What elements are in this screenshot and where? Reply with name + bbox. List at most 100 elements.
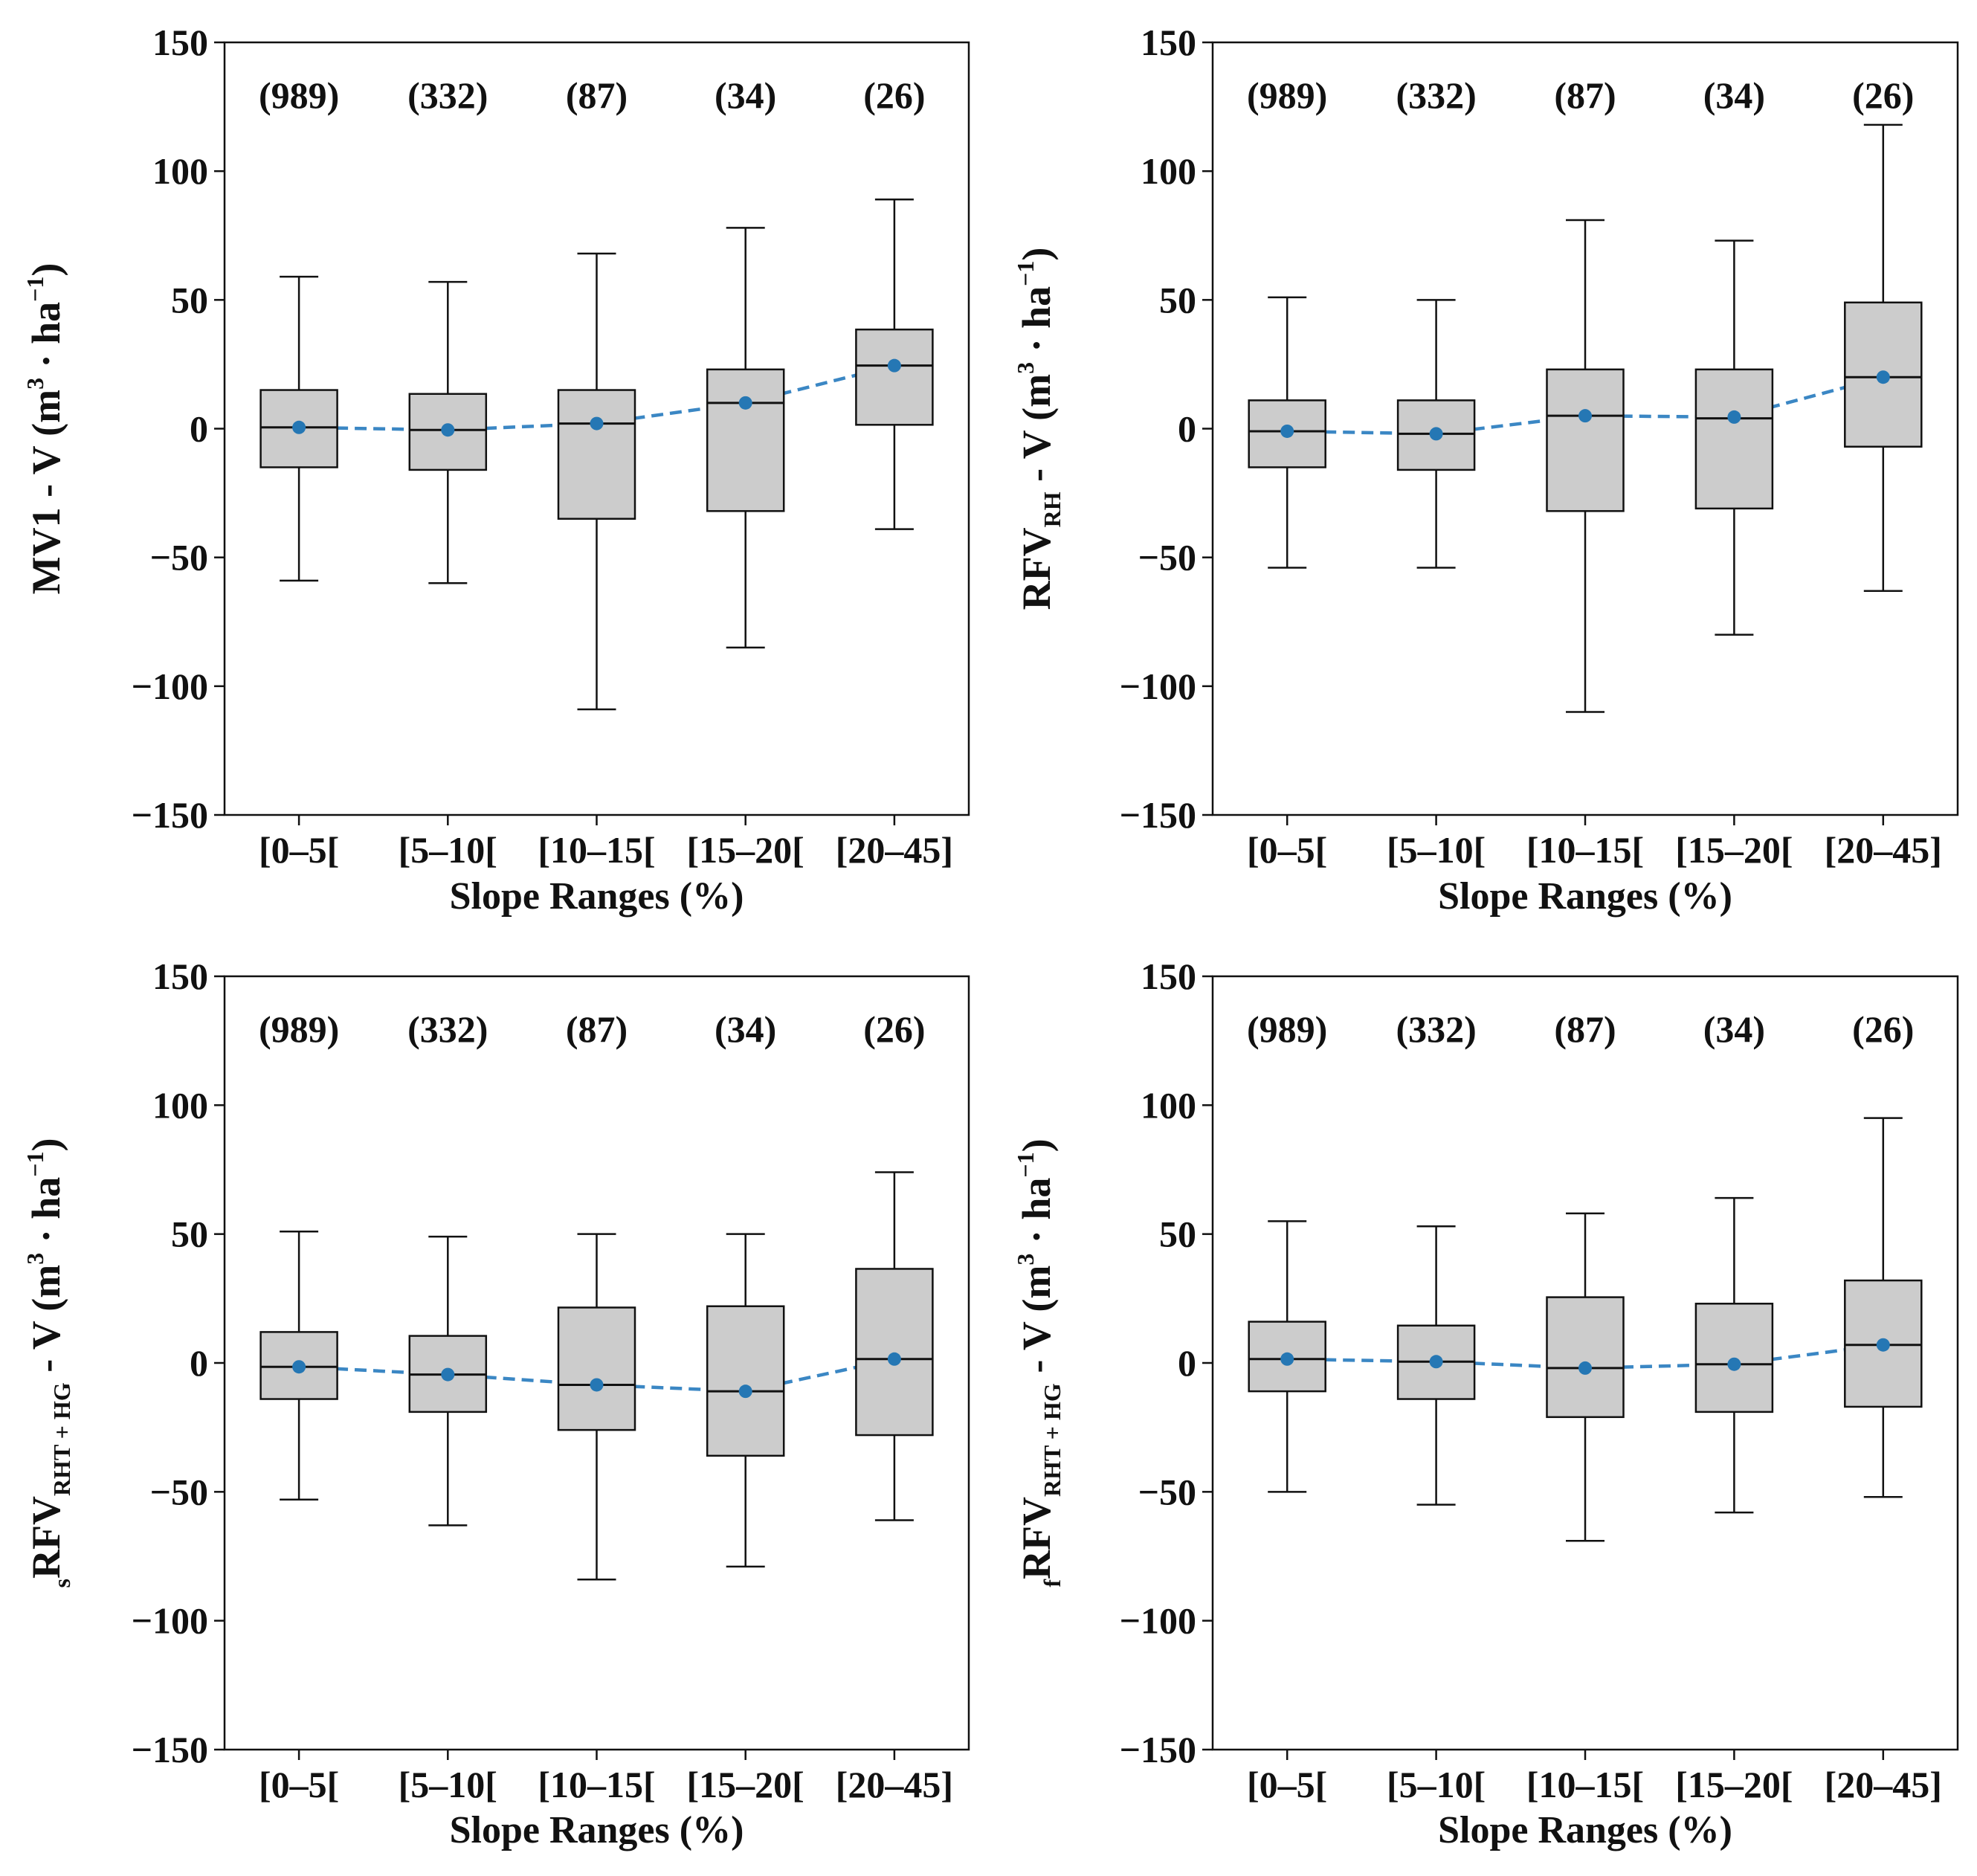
count-label: (332) <box>407 74 488 116</box>
y-label-unit-ha: · ha <box>24 1177 68 1253</box>
y-tick-label: −100 <box>132 1600 209 1642</box>
iqr-box <box>557 389 636 520</box>
count-label: (87) <box>566 74 628 116</box>
box-4 <box>1694 1196 1774 1514</box>
count-label: (332) <box>1396 1008 1476 1050</box>
y-tick-label: 0 <box>190 1342 208 1384</box>
y-tick-label: −50 <box>1138 537 1197 578</box>
count-label: (989) <box>1247 74 1327 116</box>
y-label-unit-ha: · ha <box>24 302 68 378</box>
box-5 <box>855 1171 934 1521</box>
x-tick-label: [0–5[ <box>1247 829 1327 871</box>
count-label: (989) <box>259 74 339 116</box>
box-5 <box>1844 1117 1923 1498</box>
y-tick-label: −150 <box>132 1729 209 1770</box>
y-label-prefix: s <box>48 1579 75 1587</box>
y-tick-label: −100 <box>132 665 209 707</box>
y-tick-label: 150 <box>152 22 208 63</box>
mean-marker <box>1429 427 1443 441</box>
box-2 <box>408 1235 488 1527</box>
box-4 <box>706 1233 785 1568</box>
y-axis-label: RFVRH - V (m3 · ha−1) <box>1012 248 1065 610</box>
iqr-box <box>706 1305 785 1457</box>
mean-marker <box>1280 424 1294 438</box>
x-tick-label: [20–45] <box>836 1764 953 1805</box>
y-label-sup-neg1: −1 <box>1012 261 1039 286</box>
iqr-box <box>855 328 934 426</box>
y-label-main: RFV <box>24 1496 68 1579</box>
y-axis-label: MV1 - V (m3 · ha−1) <box>22 263 68 595</box>
y-label-sup-neg1: −1 <box>22 277 48 302</box>
count-label: (34) <box>1703 1008 1765 1050</box>
mean-marker <box>292 1360 306 1374</box>
y-label-main: RFV <box>1014 527 1059 610</box>
iqr-box <box>557 1306 636 1431</box>
x-tick-label: [15–20[ <box>687 829 804 871</box>
y-tick-label: 100 <box>152 150 208 192</box>
y-tick-label: −150 <box>1120 794 1197 836</box>
y-label-unit: - V (m <box>1014 1266 1059 1384</box>
x-tick-label: [5–10[ <box>1387 829 1486 871</box>
y-label-unit: - V (m <box>24 1265 68 1383</box>
x-tick-label: [10–15[ <box>538 1764 655 1805</box>
y-axis-label: fRFVRHT + HG - V (m3 · ha−1) <box>1012 1138 1065 1587</box>
box-3 <box>1546 1212 1625 1542</box>
iqr-box <box>1694 368 1774 510</box>
x-tick-label: [0–5[ <box>259 829 339 871</box>
y-label-close: ) <box>24 263 68 277</box>
iqr-box <box>855 1268 934 1437</box>
mean-marker <box>738 396 752 410</box>
y-tick-label: 0 <box>190 408 208 450</box>
box-4 <box>1694 239 1774 636</box>
y-label-unit: - V (m <box>1014 374 1059 492</box>
y-tick-label: 0 <box>1178 1342 1196 1384</box>
y-tick-label: 50 <box>171 279 208 320</box>
y-label-sup-3: 3 <box>1012 362 1039 374</box>
y-label-unit-ha: · ha <box>1014 286 1059 362</box>
box-1 <box>1248 1220 1326 1493</box>
mean-marker <box>1727 410 1741 424</box>
x-tick-label: [20–45] <box>1825 1764 1942 1805</box>
x-tick-label: [5–10[ <box>1387 1764 1486 1805</box>
y-label-subscript: RHT + HG <box>48 1382 75 1496</box>
y-label-prefix: f <box>1039 1579 1065 1587</box>
x-tick-label: [0–5[ <box>1247 1764 1327 1805</box>
count-label: (34) <box>715 74 776 116</box>
box-2 <box>1396 299 1476 569</box>
y-label-sup-3: 3 <box>1012 1254 1039 1266</box>
mean-marker <box>887 1352 901 1366</box>
y-tick-label: 50 <box>171 1213 208 1255</box>
x-tick-label: [10–15[ <box>1526 1764 1644 1805</box>
x-tick-label: [10–15[ <box>1526 829 1644 871</box>
y-label-sup-neg1: −1 <box>1012 1152 1039 1177</box>
y-label-unit-ha: · ha <box>1014 1178 1059 1254</box>
count-label: (87) <box>1554 1008 1616 1050</box>
mean-marker <box>590 1378 604 1392</box>
mean-marker <box>441 1367 455 1382</box>
box-3 <box>557 252 636 711</box>
mean-marker <box>292 420 306 434</box>
box-5 <box>855 199 934 530</box>
x-axis-label: Slope Ranges (%) <box>1438 875 1732 918</box>
y-tick-label: 50 <box>1159 1213 1196 1255</box>
box-1 <box>259 275 338 582</box>
x-tick-label: [15–20[ <box>1675 1764 1793 1805</box>
box-3 <box>1546 219 1625 713</box>
x-axis-label: Slope Ranges (%) <box>450 875 744 918</box>
y-label-sup-3: 3 <box>22 378 48 390</box>
count-label: (26) <box>863 1008 925 1050</box>
y-tick-label: 100 <box>1141 1084 1196 1126</box>
y-label-unit: - V (m <box>24 390 68 508</box>
count-label: (34) <box>715 1008 776 1050</box>
chart-panel-2: 150 100 50 0 −50 −100 −150 (989) [0–5[(332) [5–10… <box>1012 22 1959 918</box>
count-label: (26) <box>1852 1008 1914 1050</box>
chart-panel-3: 150 100 50 0 −50 −100 −150 (989) [0–5[(332) [5–10… <box>22 955 970 1851</box>
x-axis-label: Slope Ranges (%) <box>1438 1809 1732 1851</box>
y-label-sup-3: 3 <box>22 1253 48 1265</box>
y-label-close: ) <box>1014 1138 1059 1152</box>
count-label: (34) <box>1703 74 1765 116</box>
count-label: (26) <box>863 74 925 116</box>
mean-marker <box>738 1385 752 1399</box>
mean-marker <box>590 416 604 431</box>
